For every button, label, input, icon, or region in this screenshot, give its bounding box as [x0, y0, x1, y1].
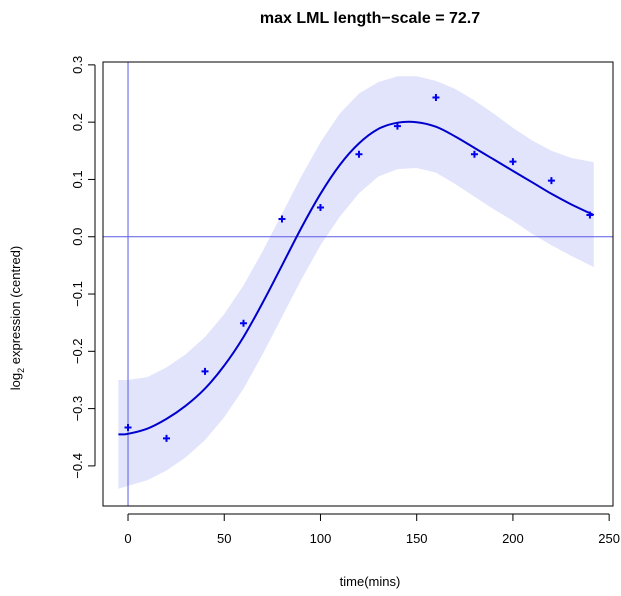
x-tick-label: 200	[502, 531, 524, 546]
reference-lines-layer	[103, 62, 613, 506]
observation-point	[470, 150, 478, 158]
mean-curve-layer	[118, 120, 595, 436]
observation-point	[586, 211, 594, 219]
observation-points-layer	[124, 94, 594, 442]
observation-point	[278, 215, 286, 223]
observation-point	[201, 367, 209, 375]
y-axis-label-rest: expression (centred)	[8, 246, 23, 368]
confidence-band	[118, 76, 594, 489]
x-axis-label: time(mins)	[340, 574, 401, 589]
observation-point	[393, 122, 401, 130]
observation-point	[316, 204, 324, 212]
y-tick-label: −0.2	[70, 338, 85, 364]
observation-point	[432, 94, 440, 102]
y-tick-label: −0.4	[70, 453, 85, 479]
observation-point	[547, 177, 555, 185]
observation-point	[509, 158, 517, 166]
x-tick-label: 150	[406, 531, 428, 546]
y-axis: −0.4 −0.3 −0.2 −0.1 0.0 0.1 0.2 0.3	[70, 56, 96, 479]
y-tick-label: −0.1	[70, 281, 85, 307]
mean-curve	[118, 120, 595, 436]
observation-point	[239, 319, 247, 327]
x-tick-label: 50	[217, 531, 231, 546]
x-axis: 0 50 100 150 200 250	[124, 513, 620, 546]
observation-point	[124, 424, 132, 432]
y-axis-label-main: log	[8, 373, 23, 390]
chart-title: max LML length−scale = 72.7	[260, 10, 480, 27]
x-tick-label: 0	[124, 531, 131, 546]
observation-point	[163, 434, 171, 442]
confidence-band-layer	[118, 76, 594, 489]
y-tick-label: 0.3	[70, 56, 85, 74]
plot-frame	[102, 61, 614, 507]
y-tick-label: 0.1	[70, 170, 85, 188]
y-tick-label: −0.3	[70, 396, 85, 422]
observation-point	[355, 150, 363, 158]
x-tick-label: 250	[598, 531, 620, 546]
x-tick-label: 100	[310, 531, 332, 546]
y-axis-label: log2 expression (centred)	[8, 246, 26, 391]
y-tick-label: 0.0	[70, 228, 85, 246]
y-tick-label: 0.2	[70, 113, 85, 131]
y-axis-label-subscript: 2	[16, 368, 26, 373]
